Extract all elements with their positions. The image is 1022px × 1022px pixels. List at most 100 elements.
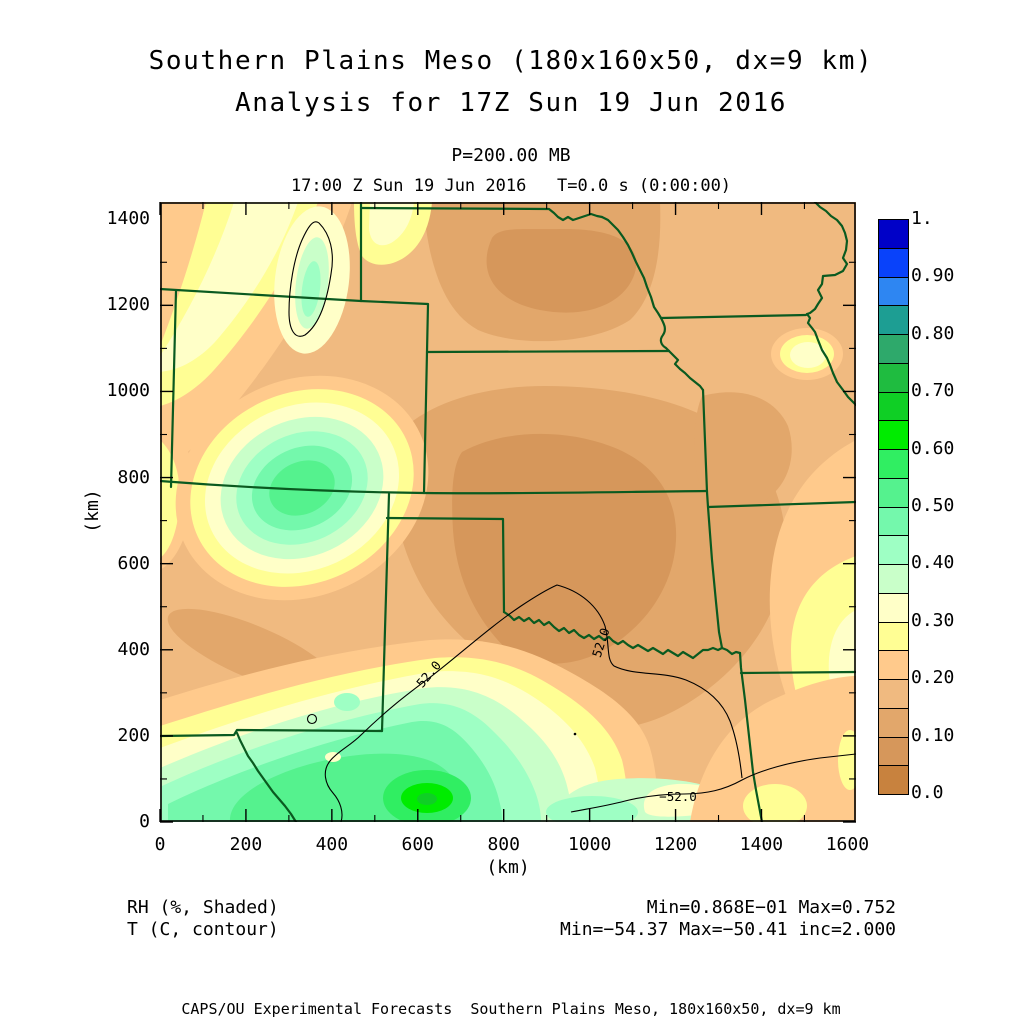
pressure-level-label: P=200.00 MB xyxy=(451,145,571,166)
state-borders xyxy=(160,202,856,822)
y-tick-label: 600 xyxy=(117,552,150,574)
rh-shade-tl-cream xyxy=(160,202,298,372)
t-contour-tiny-loop xyxy=(306,713,318,725)
border-arkansas-louisiana xyxy=(739,670,856,675)
border-southdakota-nebraska xyxy=(359,206,604,222)
colorbar-segment xyxy=(879,708,908,738)
colorbar-segment xyxy=(879,392,908,422)
x-axis-unit: (km) xyxy=(486,857,530,878)
colorbar-segment xyxy=(879,421,908,450)
border-texas-newmexico-32n xyxy=(160,728,384,738)
colorbar-segment xyxy=(879,450,908,479)
contour-label-3: −52.0 xyxy=(659,789,697,804)
colorbar-tick-label: 0.70 xyxy=(911,380,955,402)
y-tick-label: 200 xyxy=(117,724,150,746)
border-oklahoma-panhandle xyxy=(385,516,506,614)
rh-max-colorado xyxy=(175,375,429,601)
colorbar-segment xyxy=(879,680,908,709)
t-contour-loop xyxy=(288,221,333,337)
colorbar-tick-label: 0.60 xyxy=(911,437,955,459)
colorbar-tick-label: 0.90 xyxy=(911,265,955,287)
t-contour-bottom xyxy=(570,753,856,813)
border-mississippi-river-lower xyxy=(805,312,856,407)
colorbar-tick-label: 1. xyxy=(911,208,933,229)
colorbar-tick-label: 0.30 xyxy=(911,609,955,631)
rh-shade-L-core xyxy=(269,460,335,516)
contour-field-stats: Min=−54.37 Max=−50.41 inc=2.000 xyxy=(560,919,896,940)
colorbar-segment xyxy=(879,651,908,680)
y-tick-label: 1200 xyxy=(106,294,150,316)
colorbar-segment xyxy=(879,478,908,508)
border-kansas-missouri xyxy=(701,388,709,494)
shaded-field-legend: RH (%, Shaded) xyxy=(127,897,279,918)
rh-shade-ne-streak-cream xyxy=(369,202,414,246)
rh-shade-driest-nebraska xyxy=(486,228,637,313)
x-tick-label: 1400 xyxy=(739,834,784,855)
border-texas-arkansas-louisiana xyxy=(738,651,764,822)
border-red-river xyxy=(502,610,742,660)
rh-shading xyxy=(160,202,856,822)
shaded-field-stats: Min=0.868E−01 Max=0.752 xyxy=(646,897,896,918)
rh-shade-bottom-mint-core xyxy=(546,796,638,822)
border-rio-grande xyxy=(235,731,298,822)
x-tick-label: 1600 xyxy=(825,834,870,855)
colorbar-tick-label: 0.40 xyxy=(911,552,955,574)
x-tick-label: 600 xyxy=(401,834,435,855)
rh-shade-B-green-dot xyxy=(334,693,360,711)
border-missouri-oklahoma-arkansas xyxy=(705,490,724,650)
colorbar-tick-label: 0.0 xyxy=(911,782,944,803)
colorbar-tick-label: 0.80 xyxy=(911,322,955,344)
border-iowa-missouri xyxy=(659,313,808,320)
colorbar-segment xyxy=(879,335,908,364)
rh-shade-B-core-max xyxy=(417,793,437,805)
y-tick-label: 1400 xyxy=(106,208,150,230)
x-tick-label: 200 xyxy=(229,834,263,855)
contour-field-legend: T (C, contour) xyxy=(127,919,279,940)
colorbar-segment xyxy=(879,220,908,249)
colorbar-segment xyxy=(879,248,908,278)
x-tick-label: 1200 xyxy=(653,834,698,855)
t-contour-main-arc xyxy=(324,584,743,822)
t-contour-speck xyxy=(573,732,577,736)
colorbar-segment xyxy=(879,536,908,565)
border-nebraska-missouri xyxy=(659,316,671,353)
y-tick-label: 0 xyxy=(139,811,150,832)
border-colorado-nebraska xyxy=(359,299,430,354)
colorbar xyxy=(878,219,909,795)
colorbar-tick-label: 0.20 xyxy=(911,667,955,689)
page-title-line1: Southern Plains Meso (180x160x50, dx=9 k… xyxy=(148,46,874,76)
axis-ticks xyxy=(159,202,856,823)
rh-shade-dry-missouri xyxy=(694,392,792,510)
colorbar-segment xyxy=(879,622,908,652)
colorbar-segment xyxy=(879,277,908,307)
colorbar-segment xyxy=(879,306,908,335)
colorbar-segment xyxy=(879,363,908,393)
y-tick-label: 1000 xyxy=(106,380,150,402)
rh-shade-iowa-cream xyxy=(790,342,826,368)
page-title-line2: Analysis for 17Z Sun 19 Jun 2016 xyxy=(234,88,788,118)
plot-frame xyxy=(160,202,856,822)
border-missouri-arkansas xyxy=(706,500,856,509)
colorbar-segment xyxy=(879,593,908,623)
colorbar-segment xyxy=(879,507,908,537)
colorbar-segment xyxy=(879,766,908,794)
rh-shade-br-yellow2 xyxy=(838,730,856,790)
analysis-map: 52.0 52.0 −52.0 xyxy=(159,202,856,823)
colorbar-tick-label: 0.50 xyxy=(911,495,955,516)
rh-shade-br-yellow1 xyxy=(743,784,807,822)
colorbar-segment xyxy=(879,737,908,767)
rh-shade-leftedge-yellow xyxy=(160,440,180,558)
border-mississippi-river-upper xyxy=(805,202,849,316)
border-wyoming-colorado xyxy=(160,287,363,303)
border-utah-colorado xyxy=(169,289,178,489)
colorbar-tick-label: 0.10 xyxy=(911,724,955,746)
border-37n-parallel xyxy=(160,479,709,495)
x-tick-label: 0 xyxy=(154,834,166,855)
x-tick-label: 800 xyxy=(487,834,520,855)
valid-time-label: 17:00 Z Sun 19 Jun 2016 T=0.0 s (0:00:00… xyxy=(290,176,732,196)
y-tick-label: 400 xyxy=(117,638,150,660)
border-colorado-kansas xyxy=(422,350,429,495)
x-tick-label: 400 xyxy=(315,834,349,855)
border-nebraska-kansas xyxy=(425,349,671,354)
border-newmexico-texas xyxy=(380,492,391,733)
